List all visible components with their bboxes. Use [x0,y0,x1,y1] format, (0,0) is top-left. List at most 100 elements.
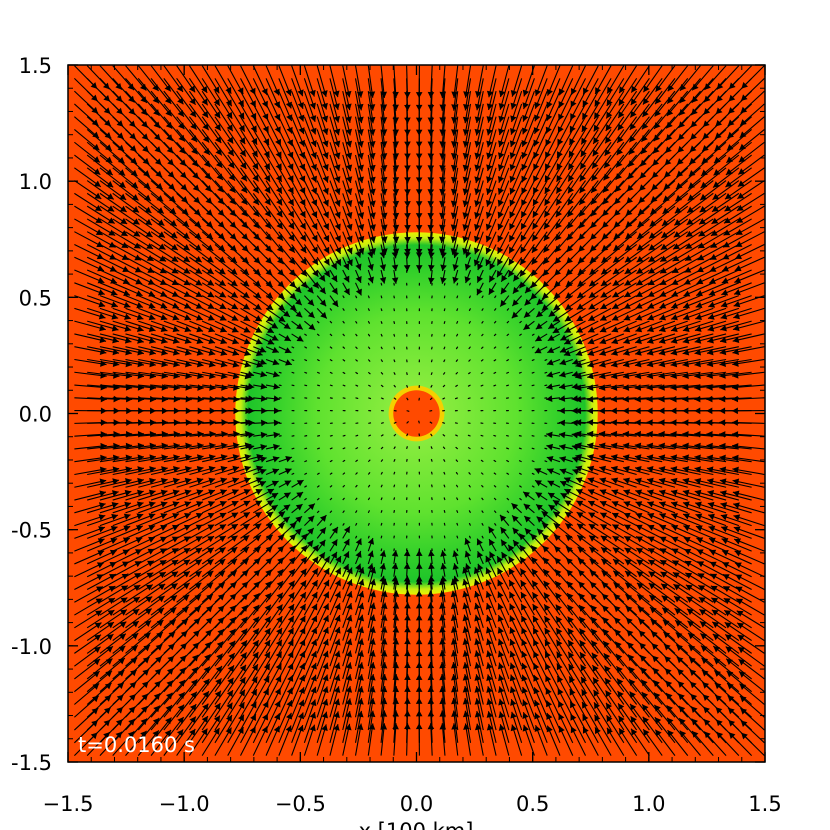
velocity-arrow [150,631,176,654]
x-tick-label: −1.5 [43,792,94,816]
velocity-arrow [138,307,168,321]
velocity-arrow [176,728,196,756]
velocity-arrow [418,497,421,501]
x-tick-labels: −1.5 −1.0 −0.5 0.0 0.5 1.0 1.5 [43,792,782,816]
velocity-arrow [99,346,132,356]
velocity-arrow [86,256,117,272]
velocity-arrow [189,244,214,263]
velocity-arrow [176,395,204,403]
velocity-arrow [189,307,215,321]
velocity-arrow [163,192,189,216]
velocity-arrow [86,549,117,565]
velocity-arrow [74,707,99,731]
velocity-arrow [163,395,192,403]
velocity-arrow [137,103,161,129]
velocity-arrow [176,346,204,356]
velocity-arrow [418,471,421,475]
velocity-arrow [163,78,184,105]
velocity-arrow [163,477,192,488]
velocity-arrow [150,295,180,309]
velocity-arrow [163,606,189,629]
velocity-arrow [176,477,204,488]
velocity-arrow [87,490,119,501]
velocity-arrow [125,295,156,309]
velocity-arrow [138,559,167,578]
velocity-arrow [188,703,209,731]
velocity-arrow [176,320,204,333]
velocity-arrow [150,680,174,705]
velocity-arrow [176,489,204,501]
velocity-arrow [418,548,421,552]
velocity-arrow [163,513,192,527]
velocity-arrow [138,430,168,438]
velocity-arrow [150,231,179,251]
velocity-arrow [418,321,421,324]
velocity-arrow [163,667,187,693]
velocity-arrow [176,666,199,693]
velocity-arrow [87,346,120,356]
velocity-arrow [86,192,115,212]
velocity-arrow [112,730,135,756]
velocity-arrow [86,525,118,539]
velocity-arrow [176,524,203,539]
velocity-arrow [74,490,107,501]
velocity-arrow [99,549,130,565]
velocity-arrow [99,669,125,693]
velocity-arrow [138,524,168,539]
velocity-arrow [112,77,135,103]
velocity-arrow [467,409,471,412]
velocity-arrow [150,489,180,501]
velocity-arrow [150,547,179,565]
velocity-arrow [150,692,173,718]
velocity-arrow [176,605,202,629]
velocity-arrow [137,631,164,654]
velocity-arrow [112,501,144,514]
velocity-arrow [163,180,189,204]
velocity-arrow [176,78,196,106]
velocity-arrow [176,282,203,298]
velocity-arrow [163,282,191,298]
velocity-arrow [150,116,174,142]
velocity-arrow [189,333,216,345]
velocity-arrow [176,501,204,514]
velocity-arrow [163,269,191,286]
velocity-arrow [74,167,102,188]
velocity-arrow [506,409,509,412]
velocity-arrow [150,501,180,514]
velocity-arrow [125,384,157,391]
velocity-arrow [137,205,165,227]
velocity-arrow [137,167,164,190]
y-tick-label: -1.0 [11,635,52,659]
velocity-arrow [418,308,421,312]
velocity-arrow [480,409,484,412]
velocity-arrow [99,478,132,488]
velocity-arrow [138,513,168,527]
velocity-arrow [74,269,105,284]
velocity-arrow [99,218,128,237]
velocity-arrow [189,454,216,463]
velocity-arrow [189,477,216,488]
velocity-arrow [99,585,129,603]
x-tick-label: 0.0 [400,792,433,816]
velocity-arrow [99,231,129,249]
velocity-arrow [99,282,131,296]
velocity-arrow [125,282,156,297]
velocity-arrow [125,77,148,104]
velocity-arrow [112,596,141,616]
velocity-arrow [99,621,127,642]
velocity-arrow [74,622,102,642]
velocity-arrow [418,510,421,513]
velocity-arrow [291,409,295,412]
velocity-arrow [189,593,214,616]
velocity-arrow [418,359,421,363]
velocity-arrow [112,346,144,356]
velocity-arrow [99,333,132,344]
velocity-arrow [189,489,216,501]
velocity-arrow [150,218,178,239]
velocity-arrow [176,205,202,228]
velocity-arrow [74,634,102,654]
velocity-arrow [163,466,192,476]
velocity-arrow [189,282,215,298]
velocity-arrow [189,205,214,228]
velocity-arrow [138,282,168,297]
